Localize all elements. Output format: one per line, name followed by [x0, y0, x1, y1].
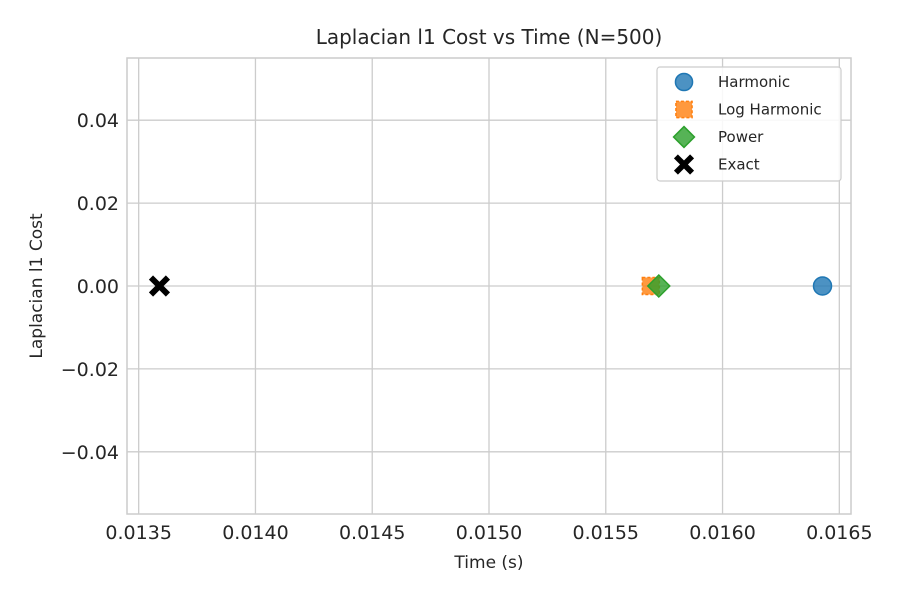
chart-title: Laplacian l1 Cost vs Time (N=500): [316, 25, 663, 49]
data-point: [812, 276, 833, 296]
legend-entry-label: Harmonic: [718, 73, 790, 91]
y-axis-label: Laplacian l1 Cost: [27, 213, 47, 359]
legend-marker: [672, 125, 696, 149]
x-tick-label: 0.0165: [806, 522, 872, 544]
legend-entry-label: Exact: [718, 156, 760, 174]
x-tick-label: 0.0140: [222, 522, 288, 544]
x-axis-label: Time (s): [453, 553, 523, 573]
y-tick-label: 0.04: [77, 110, 119, 132]
data-point: [646, 273, 671, 299]
x-tick-label: 0.0145: [339, 522, 405, 544]
y-tick-label: −0.02: [61, 359, 119, 381]
legend-marker: [673, 154, 695, 175]
y-tick-label: 0.00: [77, 276, 119, 298]
x-tick-label: 0.0160: [689, 522, 755, 544]
x-tick-label: 0.0155: [573, 522, 639, 544]
legend: Harmonic Log Harmonic Power Exact: [656, 66, 842, 182]
plot-frame: [126, 57, 852, 515]
legend-box: [656, 66, 842, 182]
x-tick-label: 0.0135: [105, 522, 171, 544]
x-tick-label: 0.0150: [456, 522, 522, 544]
data-point: [148, 275, 171, 297]
legend-marker: [674, 72, 694, 92]
legend-entry-label: Log Harmonic: [718, 101, 822, 119]
legend-entry-label: Power: [718, 128, 764, 146]
y-tick-label: −0.04: [61, 442, 119, 464]
legend-marker: [675, 100, 693, 119]
y-tick-label: 0.02: [77, 193, 119, 215]
